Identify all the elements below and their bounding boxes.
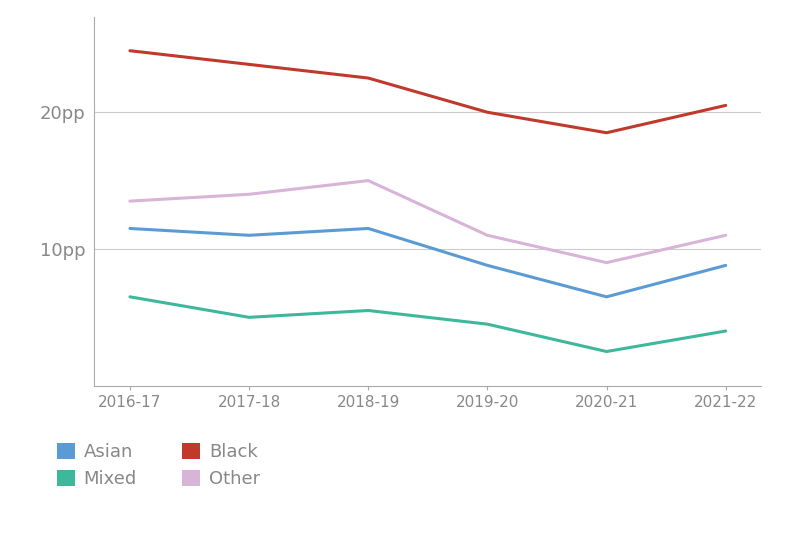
Legend: Asian, Mixed, Black, Other: Asian, Mixed, Black, Other [57,442,260,488]
